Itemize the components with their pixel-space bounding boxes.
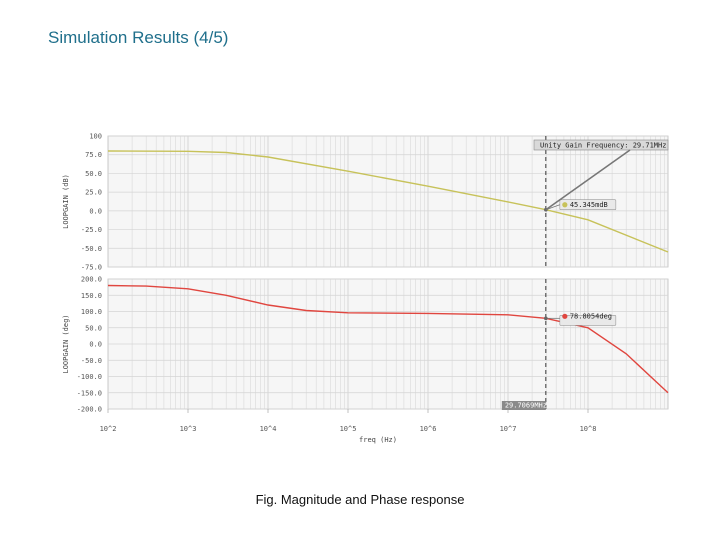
- panel1-ylabel: LOOPGAIN (dB): [62, 174, 70, 229]
- panel1-ytick-label: 75.0: [85, 151, 102, 159]
- panel1-marker-label: 45.345mdB: [570, 201, 608, 209]
- slide-title: Simulation Results (4/5): [48, 28, 229, 47]
- xtick-label: 10^7: [500, 425, 517, 433]
- panel2-ytick-label: -150.0: [77, 389, 102, 397]
- panel2-ytick-label: 100.0: [81, 308, 102, 316]
- xtick-label: 10^8: [580, 425, 597, 433]
- panel1-ytick-label: 25.0: [85, 189, 102, 197]
- unity-gain-leader: [545, 149, 631, 211]
- panel1-ytick-label: 50.0: [85, 170, 102, 178]
- xlabel: freq (Hz): [359, 436, 397, 444]
- panel2-ytick-label: -200.0: [77, 406, 102, 414]
- panel2-ytick-label: -50.0: [81, 357, 102, 365]
- xtick-label: 10^4: [260, 425, 277, 433]
- xtick-label: 10^5: [340, 425, 357, 433]
- panel2-ytick-label: 0.0: [89, 341, 102, 349]
- panel2-ytick-label: 50.0: [85, 324, 102, 332]
- panel1-ytick-label: -50.0: [81, 245, 102, 253]
- xtick-label: 10^2: [100, 425, 117, 433]
- panel2-marker-label: 78.8054deg: [570, 313, 612, 321]
- cursor-freq-box: [501, 401, 546, 410]
- panel2-ytick-label: -100.0: [77, 373, 102, 381]
- unity-gain-annotation-box: [533, 139, 669, 151]
- xtick-label: 10^6: [420, 425, 437, 433]
- panel2-marker-dot: [562, 313, 568, 319]
- panel2-ytick-label: 200.0: [81, 276, 102, 284]
- panel2-ytick-label: 150.0: [81, 292, 102, 300]
- panel1-marker-dot: [562, 202, 568, 208]
- panel2-ylabel: LOOPGAIN (deg): [62, 314, 70, 373]
- unity-gain-annotation: Unity Gain Frequency: 29.71MHz: [540, 142, 666, 150]
- panel1-ytick-label: 0.0: [89, 207, 102, 215]
- xtick-label: 10^3: [180, 425, 197, 433]
- panel1-ytick-label: -75.0: [81, 264, 102, 272]
- panel2-data-point: [544, 316, 548, 321]
- figure-caption: Fig. Magnitude and Phase response: [255, 492, 465, 507]
- panel2-series-line: [107, 284, 669, 394]
- panel1-ytick-label: -25.0: [81, 226, 102, 234]
- panel1-ytick-label: 100: [89, 133, 102, 141]
- panel2-marker-box: [559, 315, 617, 326]
- cursor-freq-label: 29.7069MHz: [505, 402, 547, 410]
- panel1-series-line: [107, 150, 669, 253]
